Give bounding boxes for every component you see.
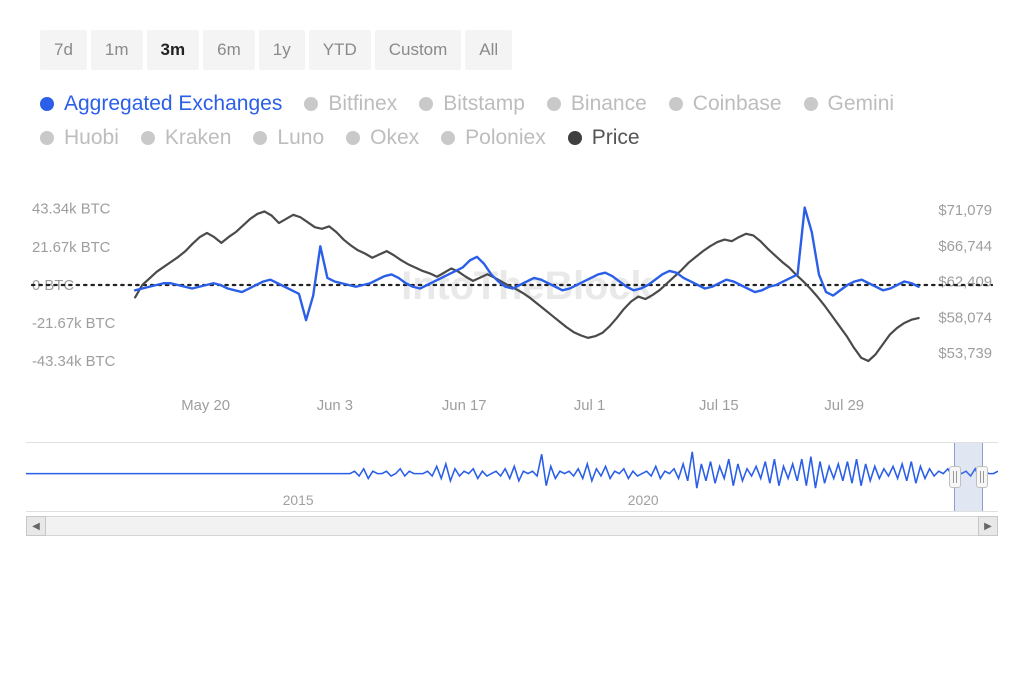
scroll-right-button[interactable]: ▶ xyxy=(978,516,998,536)
scroll-track[interactable] xyxy=(46,516,978,536)
main-chart: IntoTheBlock 43.34k BTC 21.67k BTC 0 BTC -21… xyxy=(26,180,998,420)
legend-bitstamp[interactable]: Bitstamp xyxy=(419,92,525,116)
legend-label: Okex xyxy=(370,126,419,150)
navigator-window[interactable] xyxy=(954,443,983,511)
legend-label: Kraken xyxy=(165,126,232,150)
legend-dot-icon xyxy=(419,97,433,111)
legend-dot-icon xyxy=(804,97,818,111)
legend-dot-icon xyxy=(40,131,54,145)
svg-text:$66,744: $66,744 xyxy=(938,238,992,255)
legend-dot-icon xyxy=(346,131,360,145)
legend-aggregated-exchanges[interactable]: Aggregated Exchanges xyxy=(40,92,282,116)
svg-text:Jul 29: Jul 29 xyxy=(824,397,864,414)
legend-label: Aggregated Exchanges xyxy=(64,92,282,116)
range-6m[interactable]: 6m xyxy=(203,30,255,70)
legend-price[interactable]: Price xyxy=(568,126,640,150)
legend-okex[interactable]: Okex xyxy=(346,126,419,150)
legend-dot-icon xyxy=(141,131,155,145)
svg-text:IntoTheBlock: IntoTheBlock xyxy=(401,264,653,308)
navigator-scrollbar[interactable]: ◀ ▶ xyxy=(26,516,998,536)
legend-dot-icon xyxy=(568,131,582,145)
svg-text:Jul 15: Jul 15 xyxy=(699,397,739,414)
svg-text:$58,074: $58,074 xyxy=(938,309,992,326)
svg-text:Jun 3: Jun 3 xyxy=(317,397,353,414)
svg-text:$53,739: $53,739 xyxy=(938,345,992,362)
scroll-left-button[interactable]: ◀ xyxy=(26,516,46,536)
range-1y[interactable]: 1y xyxy=(259,30,305,70)
navigator[interactable]: 2015 2020 xyxy=(26,442,998,512)
svg-text:2020: 2020 xyxy=(628,493,659,508)
range-1m[interactable]: 1m xyxy=(91,30,143,70)
range-7d[interactable]: 7d xyxy=(40,30,87,70)
legend-label: Price xyxy=(592,126,640,150)
time-range-tabs: 7d1m3m6m1yYTDCustomAll xyxy=(40,30,1006,70)
legend-binance[interactable]: Binance xyxy=(547,92,647,116)
legend-dot-icon xyxy=(304,97,318,111)
legend-label: Poloniex xyxy=(465,126,546,150)
legend-dot-icon xyxy=(547,97,561,111)
svg-text:$62,409: $62,409 xyxy=(938,274,992,291)
legend-label: Bitstamp xyxy=(443,92,525,116)
svg-text:43.34k BTC: 43.34k BTC xyxy=(32,201,111,218)
svg-text:21.67k BTC: 21.67k BTC xyxy=(32,239,111,256)
svg-text:Jun 17: Jun 17 xyxy=(442,397,487,414)
legend-bitfinex[interactable]: Bitfinex xyxy=(304,92,397,116)
legend-kraken[interactable]: Kraken xyxy=(141,126,232,150)
legend-gemini[interactable]: Gemini xyxy=(804,92,895,116)
series-legend: Aggregated Exchanges Bitfinex Bitstamp Bina… xyxy=(40,92,984,150)
svg-text:May 20: May 20 xyxy=(181,397,230,414)
svg-text:$71,079: $71,079 xyxy=(938,202,992,219)
svg-text:-21.67k BTC: -21.67k BTC xyxy=(32,315,116,332)
legend-label: Luno xyxy=(277,126,324,150)
legend-label: Bitfinex xyxy=(328,92,397,116)
navigator-handle-right[interactable] xyxy=(976,466,988,488)
legend-huobi[interactable]: Huobi xyxy=(40,126,119,150)
range-3m[interactable]: 3m xyxy=(147,30,200,70)
legend-dot-icon xyxy=(669,97,683,111)
range-ytd[interactable]: YTD xyxy=(309,30,371,70)
svg-text:2015: 2015 xyxy=(283,493,314,508)
range-all[interactable]: All xyxy=(465,30,512,70)
legend-label: Huobi xyxy=(64,126,119,150)
legend-dot-icon xyxy=(40,97,54,111)
legend-label: Binance xyxy=(571,92,647,116)
range-custom[interactable]: Custom xyxy=(375,30,462,70)
legend-label: Coinbase xyxy=(693,92,782,116)
navigator-handle-left[interactable] xyxy=(949,466,961,488)
legend-dot-icon xyxy=(441,131,455,145)
legend-luno[interactable]: Luno xyxy=(253,126,324,150)
legend-label: Gemini xyxy=(828,92,895,116)
svg-text:0 BTC: 0 BTC xyxy=(32,277,74,294)
svg-text:-43.34k BTC: -43.34k BTC xyxy=(32,353,116,370)
legend-poloniex[interactable]: Poloniex xyxy=(441,126,546,150)
svg-text:Jul 1: Jul 1 xyxy=(574,397,605,414)
legend-dot-icon xyxy=(253,131,267,145)
legend-coinbase[interactable]: Coinbase xyxy=(669,92,782,116)
